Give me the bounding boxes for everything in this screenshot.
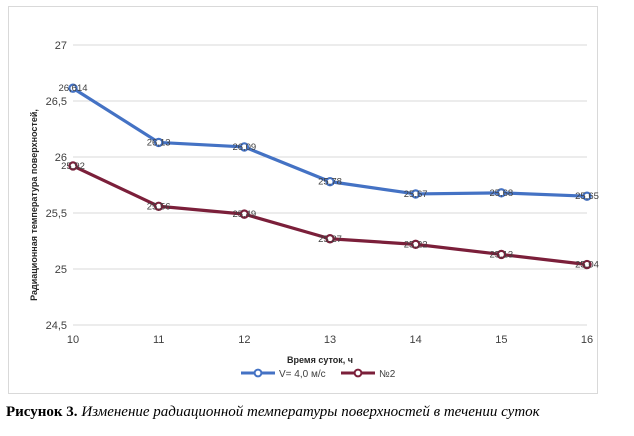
data-label: 25,92: [61, 161, 85, 172]
y-tick-label: 24,5: [46, 320, 67, 332]
x-tick-label: 14: [410, 334, 422, 346]
legend-marker-1: [253, 368, 263, 378]
data-label: 26,09: [232, 142, 256, 153]
data-point: [325, 234, 335, 244]
x-tick-label: 11: [153, 334, 164, 346]
series-lines: [68, 83, 592, 270]
figure-caption: Рисунок 3. Изменение радиационной темпер…: [6, 404, 540, 421]
data-point: [68, 83, 78, 93]
y-tick-label: 26,5: [46, 96, 67, 108]
y-tick-labels: 24,5 25 25,5 26 26,5 27: [46, 40, 67, 332]
data-label: 25,68: [489, 188, 513, 199]
y-axis-label: Радиационная температура поверхностей,: [29, 109, 39, 301]
data-point: [325, 176, 335, 187]
legend: V= 4,0 м/с №2: [241, 368, 396, 380]
data-label: 26,13: [147, 137, 171, 148]
y-tick-label: 25,5: [46, 208, 67, 220]
x-tick-label: 16: [581, 334, 593, 346]
data-point: [496, 249, 507, 260]
data-point: [153, 137, 164, 148]
x-tick-label: 15: [495, 334, 507, 346]
data-labels: 26,614 26,13 26,09 25,78 25,67 25,68 25,65 25,9…: [58, 83, 598, 270]
grid-lines: [73, 44, 587, 326]
data-label: 25,67: [404, 189, 428, 200]
x-tick-label: 12: [238, 334, 250, 346]
legend-marker-2: [353, 368, 363, 378]
y-tick-label: 26: [55, 152, 67, 164]
data-point: [582, 191, 592, 201]
chart-frame: 24,5 25 25,5 26 26,5 27 10 11 12 13 14 15 16 26,614…: [8, 6, 599, 394]
data-label: 25,27: [318, 234, 342, 245]
legend-label-2: №2: [379, 369, 396, 380]
y-tick-label: 27: [55, 40, 67, 52]
data-label: 25,22: [404, 239, 428, 250]
line-chart: 24,5 25 25,5 26 26,5 27 10 11 12 13 14 15 16 26,614…: [29, 40, 599, 380]
x-tick-label: 13: [324, 334, 336, 346]
data-point: [582, 259, 592, 270]
data-point: [239, 142, 250, 152]
x-axis-label: Время суток, ч: [287, 355, 353, 365]
data-label: 25,49: [232, 209, 256, 220]
data-label: 25,04: [575, 260, 599, 271]
legend-label-1: V= 4,0 м/с: [279, 369, 326, 380]
data-point: [153, 201, 164, 211]
data-point: [239, 209, 250, 219]
x-tick-labels: 10 11 12 13 14 15 16: [67, 334, 593, 346]
data-point: [68, 161, 78, 171]
data-point: [410, 239, 421, 250]
caption-label: Рисунок 3.: [6, 404, 78, 420]
y-tick-label: 25: [55, 264, 67, 276]
x-tick-label: 10: [67, 334, 79, 346]
data-point: [496, 188, 507, 198]
data-point: [410, 189, 421, 199]
data-label: 26,614: [58, 83, 87, 94]
data-label: 25,56: [147, 201, 171, 212]
data-label: 25,65: [575, 191, 599, 202]
caption-text: Изменение радиационной температуры повер…: [77, 404, 540, 420]
data-label: 25,78: [318, 177, 342, 188]
data-label: 25,13: [489, 249, 513, 260]
